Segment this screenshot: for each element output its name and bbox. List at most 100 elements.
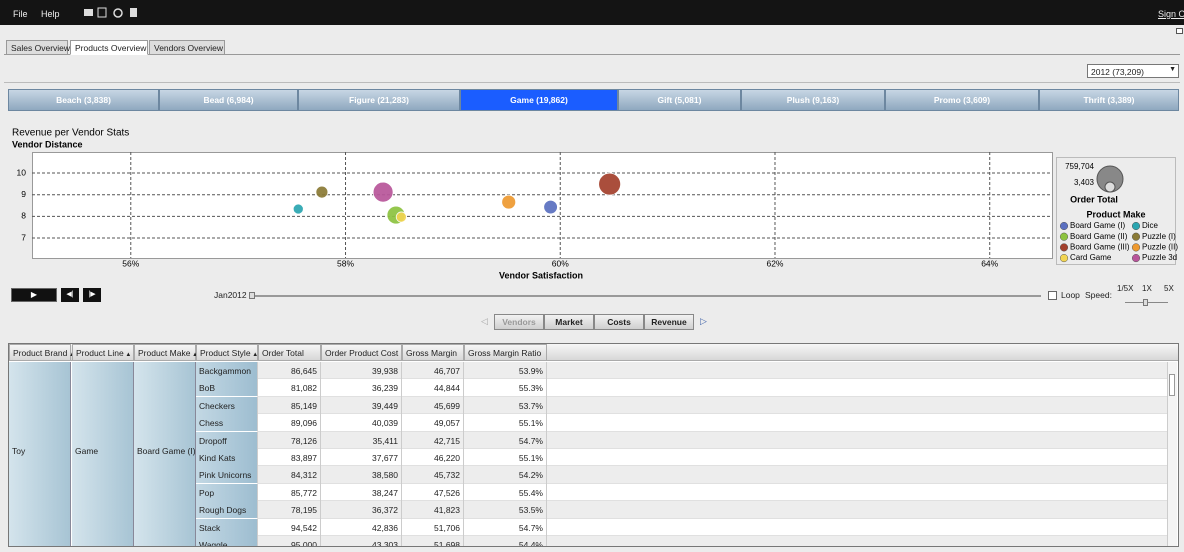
menu-item[interactable]: Help [41,9,60,19]
speed-thumb[interactable] [1143,299,1148,306]
column-header[interactable]: Product Line [72,344,134,361]
style-cell: Chess [196,414,258,433]
x-tick-label: 62% [766,258,783,268]
scroll-thumb[interactable] [1169,374,1175,396]
size-legend-circle [1104,181,1116,193]
table-cell: 55.4% [464,483,547,502]
table-cell: 55.1% [464,449,547,467]
tab[interactable]: Vendors Overview [149,40,225,55]
loop-label: Loop [1061,290,1080,300]
menu-item[interactable]: File [13,9,28,19]
table-cell: 89,096 [258,414,321,433]
legend-label: Puzzle (II) [1142,243,1178,252]
speed-option[interactable]: 1/5X [1117,284,1134,293]
table-cell: 51,706 [402,518,464,537]
view-button[interactable]: Vendors [494,314,544,330]
column-header[interactable]: Gross Margin [402,344,464,361]
column-header[interactable]: Product Style [196,344,258,361]
bubble [315,185,329,199]
loop-checkbox[interactable] [1048,291,1057,300]
style-cell: Stack [196,518,258,537]
row-bg [258,501,1167,519]
speed-option[interactable]: 5X [1164,284,1174,293]
sign-out-link[interactable]: Sign Out [1158,9,1184,19]
column-header[interactable]: Product Brand [9,344,71,361]
category-button[interactable]: Thrift (3,389) [1039,89,1179,111]
restore-icon[interactable] [1176,28,1183,34]
category-button[interactable]: Gift (5,081) [618,89,741,111]
toolbar-icons[interactable] [82,6,142,20]
table-cell: 43,303 [321,536,402,546]
view-button[interactable]: Market [544,314,594,330]
y-tick-label: 10 [17,167,27,177]
group-cell: Board Game (I) [134,362,196,546]
category-button[interactable]: Promo (3,609) [885,89,1039,111]
legend-label: Dice [1142,221,1159,230]
table-cell: 46,707 [402,362,464,380]
x-axis-label: Vendor Satisfaction [499,270,583,280]
table-cell: 45,732 [402,466,464,485]
data-table: Product BrandProduct LineProduct MakePro… [8,343,1179,547]
column-header[interactable]: Product Make [134,344,196,361]
legend-label: Puzzle 3d [1142,253,1177,262]
next-arrow[interactable]: ▷ [700,316,707,326]
plot-area [32,152,1053,259]
chart: Revenue per Vendor Stats Vendor Distance… [12,128,1178,281]
time-slider[interactable] [252,295,1041,297]
row-bg [258,379,1167,397]
table-cell: 84,312 [258,466,321,485]
tab[interactable]: Products Overview [70,40,148,55]
table-cell: 53.5% [464,501,547,520]
speed-label: Speed: [1085,290,1112,300]
table-cell: 85,149 [258,396,321,415]
scrollbar[interactable] [1167,362,1177,546]
x-tick-label: 56% [122,258,139,268]
style-cell: Backgammon [196,362,258,380]
table-cell: 39,449 [321,396,402,415]
legend-swatch [1059,232,1069,241]
legend-swatch [1131,243,1141,252]
category-button[interactable]: Game (19,862) [460,89,618,111]
table-cell: 49,057 [402,414,464,433]
table-cell: 95,000 [258,536,321,546]
table-cell: 55.3% [464,379,547,398]
step-forward-button[interactable]: |▶ [83,288,101,302]
style-cell: Pink Unicorns [196,466,258,485]
play-button[interactable]: ▶ [11,288,57,302]
column-header[interactable]: Order Product Cost [321,344,402,361]
category-button[interactable]: Beach (3,838) [8,89,159,111]
row-bg [258,483,1167,502]
table-cell: 45,699 [402,396,464,415]
column-header[interactable]: Gross Margin Ratio [464,344,547,361]
category-button[interactable]: Bead (6,984) [159,89,298,111]
table-cell: 38,247 [321,483,402,502]
table-cell: 53.9% [464,362,547,380]
view-button[interactable]: Revenue [644,314,694,330]
category-button[interactable]: Plush (9,163) [741,89,885,111]
step-back-button[interactable]: ◀| [61,288,79,302]
style-cell: Waggle [196,536,258,546]
slider-thumb[interactable] [249,292,255,299]
prev-arrow[interactable]: ◁ [481,316,488,326]
legend-swatch [1059,243,1069,252]
legend-label: Card Game [1070,253,1112,262]
row-bg [258,414,1167,432]
view-button[interactable]: Costs [594,314,644,330]
legend-label: Board Game (II) [1070,232,1128,241]
legend-swatch [1059,221,1069,231]
tab[interactable]: Sales Overview [6,40,70,55]
bubble [292,203,304,215]
table-cell: 42,715 [402,431,464,450]
style-cell: Checkers [196,396,258,415]
table-cell: 83,897 [258,449,321,467]
column-header[interactable]: Order Total [258,344,321,361]
y-tick-label: 8 [21,211,26,221]
speed-option[interactable]: 1X [1142,284,1152,293]
chart-title: Revenue per Vendor Stats [12,128,129,139]
year-select[interactable]: 2012 (73,209) ▼ [1087,64,1179,78]
table-cell: 51,698 [402,536,464,546]
table-cell: 78,126 [258,431,321,450]
table-cell: 39,938 [321,362,402,380]
category-button[interactable]: Figure (21,283) [298,89,460,111]
